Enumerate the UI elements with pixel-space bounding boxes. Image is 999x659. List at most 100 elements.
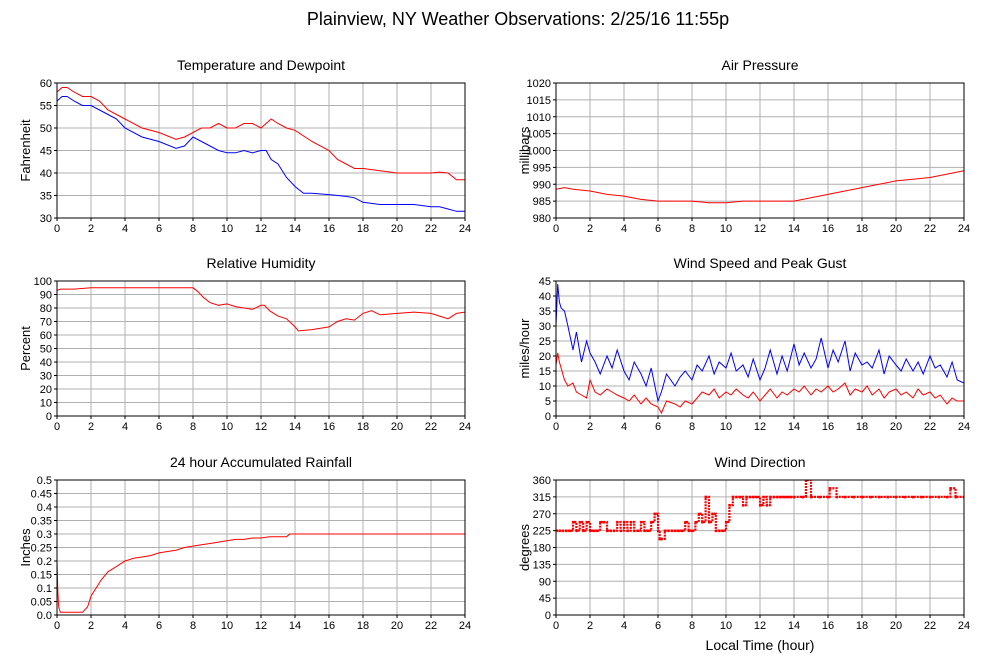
x-tick-label: 22	[924, 421, 936, 433]
x-tick-label: 0	[54, 620, 60, 632]
plot-frame	[555, 479, 965, 616]
x-tick-label: 6	[655, 223, 661, 235]
x-tick-label: 12	[255, 421, 267, 433]
x-tick-label: 14	[289, 421, 301, 433]
y-tick-label: 0.3	[37, 529, 52, 541]
x-tick-label: 24	[958, 620, 970, 632]
plot-frame	[56, 82, 466, 219]
direction-trace	[556, 480, 964, 540]
data-point	[592, 529, 595, 533]
y-tick-label: 25	[539, 336, 551, 348]
series-line-1	[57, 287, 465, 332]
y-tick-label: 1010	[527, 112, 551, 124]
data-point	[954, 495, 957, 499]
x-tick-label: 6	[156, 620, 162, 632]
x-tick-label: 16	[323, 421, 335, 433]
x-tick-label: 0	[553, 620, 559, 632]
series-line-1	[57, 533, 465, 613]
chart-title: Wind Speed and Peak Gust	[674, 255, 847, 271]
x-tick-label: 14	[289, 620, 301, 632]
y-tick-label: 1000	[527, 146, 551, 158]
y-tick-label: 0.15	[31, 570, 52, 582]
x-tick-label: 2	[587, 223, 593, 235]
x-tick-label: 16	[323, 620, 335, 632]
y-tick-label: 225	[533, 526, 551, 538]
y-tick-label: 35	[40, 191, 52, 203]
x-tick-label: 14	[788, 421, 800, 433]
x-tick-label: 10	[221, 223, 233, 235]
y-tick-label: 0	[46, 411, 52, 423]
y-tick-label: 50	[40, 344, 52, 356]
x-tick-label: 22	[924, 223, 936, 235]
series-line-1	[556, 283, 964, 403]
y-tick-label: 0.25	[31, 543, 52, 555]
y-tick-label: 1020	[527, 78, 551, 90]
chart-title: Relative Humidity	[207, 255, 316, 271]
y-tick-label: 45	[40, 146, 52, 158]
data-point	[599, 521, 602, 524]
x-tick-label: 0	[553, 421, 559, 433]
y-tick-label: 5	[545, 396, 551, 408]
x-tick-label: 22	[425, 421, 437, 433]
x-tick-label: 18	[856, 223, 868, 235]
y-tick-label: 50	[40, 123, 52, 135]
y-axis-label: Inches	[18, 528, 33, 567]
y-tick-label: 20	[40, 384, 52, 396]
x-tick-label: 4	[122, 223, 128, 235]
x-tick-label: 2	[88, 620, 94, 632]
y-tick-label: 45	[539, 276, 551, 288]
data-point	[595, 529, 599, 533]
y-tick-label: 40	[539, 291, 551, 303]
data-point	[680, 529, 684, 533]
series-line-2	[57, 96, 465, 212]
y-tick-label: 45	[539, 593, 551, 605]
x-tick-label: 22	[425, 223, 437, 235]
y-tick-label: 0.5	[37, 475, 52, 487]
y-tick-label: 30	[40, 213, 52, 225]
x-tick-label: 24	[459, 421, 471, 433]
x-tick-label: 20	[890, 421, 902, 433]
x-tick-label: 16	[822, 223, 834, 235]
y-tick-label: 20	[539, 351, 551, 363]
x-tick-label: 4	[122, 620, 128, 632]
data-point	[818, 495, 821, 499]
x-tick-label: 14	[289, 223, 301, 235]
y-tick-label: 10	[539, 381, 551, 393]
y-tick-label: 990	[533, 179, 551, 191]
y-tick-label: 90	[539, 576, 551, 588]
x-tick-label: 6	[655, 421, 661, 433]
x-tick-label: 18	[856, 620, 868, 632]
y-axis-label: Percent	[18, 326, 33, 371]
data-point	[861, 495, 864, 499]
y-tick-label: 10	[40, 398, 52, 410]
x-tick-label: 12	[255, 223, 267, 235]
y-tick-label: 270	[533, 509, 551, 521]
x-tick-label: 6	[655, 620, 661, 632]
y-tick-label: 0.0	[37, 610, 52, 622]
y-tick-label: 0.1	[37, 583, 52, 595]
y-tick-label: 40	[40, 357, 52, 369]
y-tick-label: 0.2	[37, 556, 52, 568]
x-tick-label: 14	[788, 223, 800, 235]
y-tick-label: 60	[40, 330, 52, 342]
x-tick-label: 10	[720, 421, 732, 433]
y-tick-label: 0.35	[31, 516, 52, 528]
y-axis-label: miles/hour	[517, 318, 532, 379]
data-point	[691, 529, 694, 533]
x-tick-label: 10	[720, 223, 732, 235]
x-tick-label: 24	[958, 421, 970, 433]
y-tick-label: 90	[40, 290, 52, 302]
y-tick-label: 360	[533, 475, 551, 487]
x-tick-label: 12	[754, 620, 766, 632]
y-tick-label: 315	[533, 492, 551, 504]
data-point	[646, 529, 650, 533]
x-tick-label: 4	[621, 421, 627, 433]
y-tick-label: 35	[539, 306, 551, 318]
x-tick-label: 2	[88, 421, 94, 433]
data-point	[827, 495, 830, 499]
